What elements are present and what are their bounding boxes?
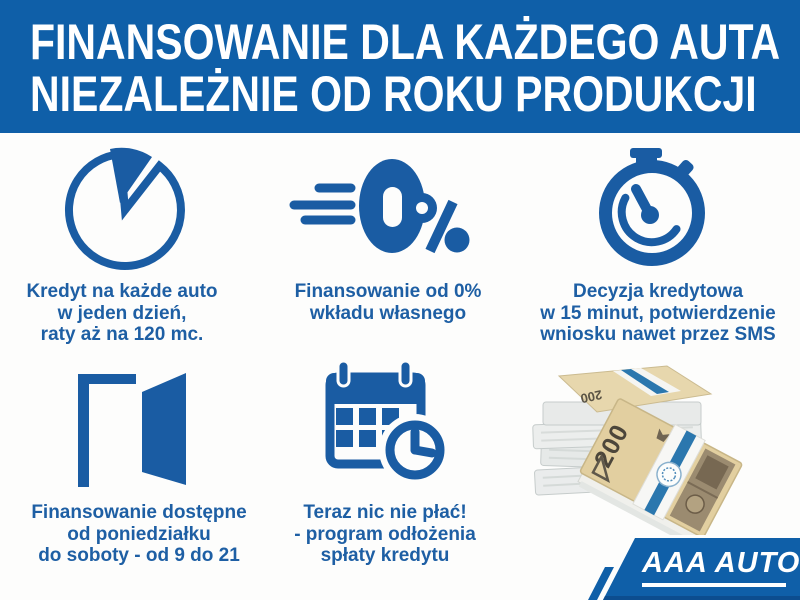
caption-line: do soboty - od 9 do 21 [38,545,240,566]
logo-underline [642,583,786,587]
calendar-clock-icon [325,359,451,486]
caption-line: - program odłożenia [294,523,476,545]
money-front-bundle: 200 [577,398,743,535]
feature-caption-availability: Finansowanie dostępne od poniedziałku do… [9,502,269,567]
caption-line: Kredyt na każde auto [26,281,218,302]
caption-line: Teraz nic nie płać! [303,502,467,523]
caption-line: Decyzja kredytowa [572,281,744,302]
caption-line: Finansowanie od 0% [294,281,482,302]
caption-line: wkładu własnego [309,302,467,324]
caption-line: w 15 minut, potwierdzenie [540,302,776,324]
header-title-line2: NIEZALEŻNIE OD ROKU PRODUKCJI [30,66,757,122]
logo-text: AAA AUTO [642,547,800,579]
feature-caption-decision: Decyzja kredytowa w 15 minut, potwierdze… [528,281,788,346]
feature-caption-deferred-payment: Teraz nic nie płać! - program odłożenia … [255,502,515,567]
header-banner: FINANSOWANIE DLA KAŻDEGO AUTA NIEZALEŻNI… [0,0,800,133]
zero-percent-icon [289,159,470,254]
caption-line: Finansowanie dostępne [31,502,247,523]
stopwatch-icon [599,148,705,266]
aaa-auto-logo: AAA AUTO [585,535,800,600]
caption-line: spłaty kredytu [320,545,450,566]
caption-line: raty aż na 120 mc. [40,324,204,345]
feature-caption-zero-percent: Finansowanie od 0% wkładu własnego [258,281,518,324]
feature-caption-credit: Kredyt na każde auto w jeden dzień, raty… [0,281,252,346]
caption-line: w jeden dzień, [57,302,187,324]
caption-line: wniosku nawet przez SMS [540,324,776,345]
pie-chart-icon [65,147,185,270]
header-title-line1: FINANSOWANIE DLA KAŻDEGO AUTA [30,14,781,70]
caption-line: od poniedziałku [67,523,211,545]
open-door-icon [78,373,186,487]
money-stacks-photo: 200 200 [532,365,743,535]
banknote-value-label: 200 [579,387,603,406]
